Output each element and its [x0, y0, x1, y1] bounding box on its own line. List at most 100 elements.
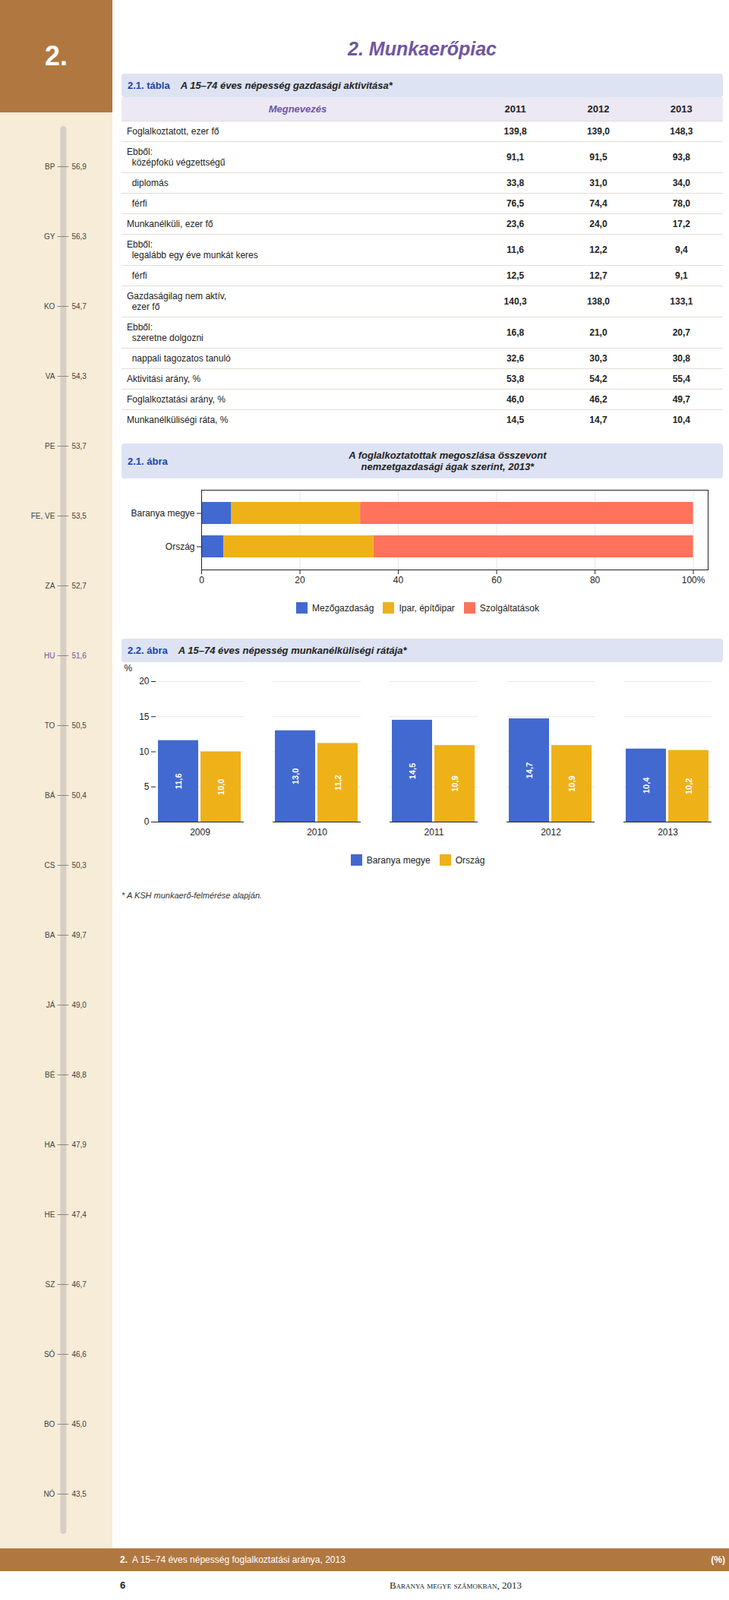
svg-text:15: 15 [138, 711, 150, 723]
svg-text:10,9: 10,9 [567, 775, 577, 792]
svg-text:JÁ: JÁ [46, 1000, 56, 1010]
html-text:9,4: 9,4 [675, 244, 688, 256]
svg-text:KO: KO [44, 302, 56, 311]
html-text:Munkanélküli, ezer fő: Munkanélküli, ezer fő [126, 218, 213, 230]
svg-text:2009: 2009 [189, 826, 211, 838]
svg-text:SÓ: SÓ [44, 1349, 56, 1359]
html-text:24,0: 24,0 [589, 218, 608, 230]
svg-text:60: 60 [491, 574, 502, 586]
svg-text:0: 0 [198, 574, 205, 586]
svg-text:56,3: 56,3 [71, 232, 87, 241]
html-text:31,0: 31,0 [589, 177, 608, 189]
svg-text:13,0: 13,0 [290, 768, 300, 785]
svg-text:BP: BP [44, 162, 56, 171]
svg-text:46,6: 46,6 [71, 1350, 87, 1359]
svg-text:10,2: 10,2 [684, 778, 694, 795]
html-text:2.: 2. [44, 40, 68, 72]
html-text:2.1. tábla: 2.1. tábla [127, 79, 170, 92]
svg-text:FE, VE: FE, VE [31, 511, 56, 521]
svg-text:ZA: ZA [45, 581, 56, 591]
html-text:2012: 2012 [587, 103, 610, 115]
svg-text:10: 10 [138, 746, 150, 758]
html-text:A foglalkoztatottak megoszlása: A foglalkoztatottak megoszlása összevont… [348, 449, 547, 473]
html-text:2011: 2011 [504, 103, 527, 115]
svg-text:20: 20 [294, 574, 306, 586]
svg-text:GY: GY [44, 232, 56, 241]
svg-text:NÓ: NÓ [43, 1489, 55, 1499]
svg-text:56,9: 56,9 [71, 162, 87, 171]
html-text:23,6: 23,6 [506, 218, 525, 230]
svg-text:VA: VA [45, 372, 56, 381]
svg-text:48,8: 48,8 [71, 1070, 87, 1080]
svg-text:11,2: 11,2 [333, 774, 343, 791]
svg-text:11,6: 11,6 [173, 773, 184, 789]
svg-text:PE: PE [44, 441, 56, 451]
svg-text:49,7: 49,7 [71, 930, 87, 940]
svg-text:Ország: Ország [165, 541, 196, 553]
svg-text:53,5: 53,5 [71, 511, 87, 521]
html-text:A 15–74 éves népesség munkanél: A 15–74 éves népesség munkanélküliségi r… [178, 644, 407, 657]
svg-text:51,6: 51,6 [71, 651, 87, 660]
svg-text:10,0: 10,0 [216, 779, 226, 796]
html-text:Ebből: középfokú végzettségű: Ebből: középfokú végzettségű [126, 146, 226, 168]
svg-text:100%: 100% [681, 574, 706, 586]
html-text:2. Munkaerőpiac: 2. Munkaerőpiac [347, 37, 497, 60]
svg-text:50,4: 50,4 [71, 791, 87, 800]
svg-text:50,3: 50,3 [71, 861, 87, 870]
html-text:91,1: 91,1 [506, 151, 525, 163]
svg-text:20: 20 [138, 675, 150, 687]
html-text:Gazdaságilag nem aktív, ezer f: Gazdaságilag nem aktív, ezer fő [126, 290, 227, 313]
html-text:2.2. ábra: 2.2. ábra [127, 644, 168, 657]
html-text:Ebből: szeretne dolgozni: Ebből: szeretne dolgozni [126, 321, 204, 344]
svg-text:14,5: 14,5 [407, 763, 417, 780]
svg-text:40: 40 [393, 574, 404, 586]
svg-text:CS: CS [44, 861, 55, 870]
html-text:33,8: 33,8 [506, 177, 525, 189]
html-text:2013: 2013 [670, 103, 693, 115]
html-text:Megnevezés: Megnevezés [268, 103, 327, 115]
svg-text:BA: BA [44, 930, 56, 940]
svg-text:43,5: 43,5 [71, 1489, 87, 1499]
html-text:Ebből: legalább egy éve munkát: Ebből: legalább egy éve munkát keres [126, 239, 259, 261]
svg-text:14,7: 14,7 [524, 762, 534, 779]
svg-text:45,0: 45,0 [71, 1420, 87, 1429]
svg-text:2010: 2010 [306, 826, 328, 838]
html-text:A 15–74 éves népesség gazdaság: A 15–74 éves népesség gazdasági aktivitá… [180, 79, 393, 92]
svg-text:HU: HU [44, 651, 55, 660]
svg-text:47,4: 47,4 [71, 1210, 87, 1219]
html-text:34,0: 34,0 [672, 177, 691, 189]
svg-text:2011: 2011 [424, 826, 445, 838]
svg-text:54,7: 54,7 [71, 302, 87, 311]
svg-text:5: 5 [144, 781, 150, 793]
svg-text:10,4: 10,4 [641, 776, 651, 794]
svg-text:0: 0 [144, 816, 150, 827]
svg-text:50,5: 50,5 [71, 721, 87, 730]
svg-text:47,9: 47,9 [71, 1140, 87, 1149]
html-text:Aktivitási arány, %: Aktivitási arány, % [126, 373, 201, 385]
svg-text:49,0: 49,0 [71, 1000, 87, 1010]
svg-text:46,7: 46,7 [71, 1280, 87, 1289]
svg-text:53,7: 53,7 [71, 441, 87, 451]
svg-text:BÉ: BÉ [44, 1069, 56, 1080]
svg-text:2013: 2013 [657, 826, 679, 838]
svg-text:52,7: 52,7 [71, 581, 87, 591]
html-text:12,2: 12,2 [589, 244, 608, 256]
svg-text:80: 80 [590, 574, 601, 586]
svg-text:10,9: 10,9 [450, 775, 460, 792]
html-text:91,5: 91,5 [589, 151, 608, 163]
svg-text:Baranya megye: Baranya megye [130, 508, 195, 519]
svg-text:HA: HA [44, 1140, 55, 1149]
html-text:11,6: 11,6 [506, 244, 524, 256]
html-text:17,2: 17,2 [672, 218, 691, 230]
svg-text:%: % [124, 662, 133, 674]
svg-text:HE: HE [44, 1210, 55, 1219]
svg-text:TO: TO [44, 721, 56, 730]
html-text:53,8: 53,8 [506, 373, 525, 385]
html-text:diplomás: diplomás [126, 177, 169, 189]
svg-text:SZ: SZ [45, 1280, 56, 1289]
svg-text:BO: BO [44, 1420, 56, 1429]
html-text:93,8: 93,8 [672, 151, 691, 163]
svg-text:54,3: 54,3 [71, 372, 87, 381]
svg-text:BÁ: BÁ [44, 790, 56, 800]
svg-text:2012: 2012 [540, 826, 562, 838]
